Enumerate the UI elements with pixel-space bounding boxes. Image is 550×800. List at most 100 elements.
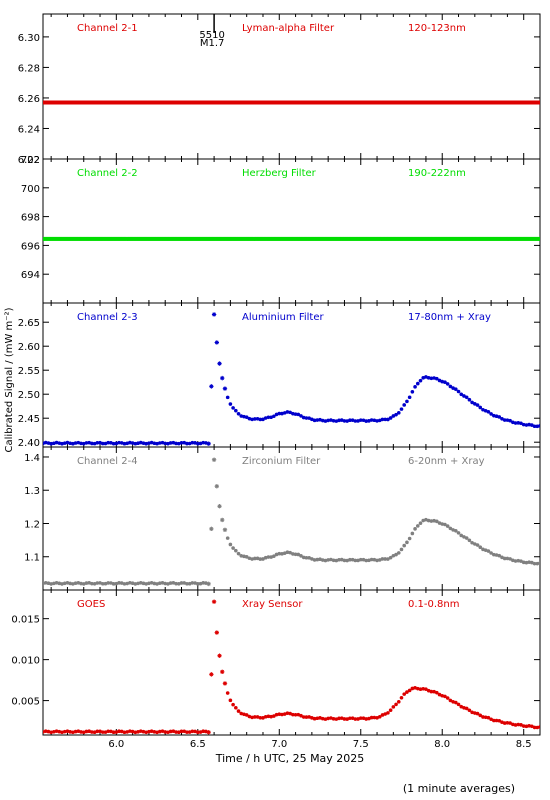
data-point — [432, 518, 436, 523]
data-point — [315, 418, 320, 422]
data-point — [87, 581, 91, 585]
data-point — [375, 558, 379, 563]
data-point — [242, 414, 246, 419]
y-tick-label: 700 — [21, 184, 40, 195]
data-point — [193, 441, 197, 445]
data-point — [266, 555, 271, 559]
data-point — [46, 581, 51, 586]
data-point — [413, 385, 417, 389]
data-point — [122, 441, 127, 446]
data-point — [263, 714, 268, 719]
data-point — [231, 546, 235, 550]
flare-class-label: M1.7 — [200, 38, 225, 49]
data-point — [253, 715, 257, 719]
data-point — [383, 417, 387, 422]
data-point — [98, 440, 102, 445]
data-point — [144, 730, 149, 735]
data-point — [46, 441, 51, 445]
data-point — [130, 729, 135, 734]
data-point — [402, 692, 407, 696]
data-point — [206, 730, 211, 735]
data-point — [152, 581, 157, 586]
data-point — [432, 376, 436, 380]
data-point — [269, 714, 273, 719]
data-point — [532, 424, 537, 429]
data-point — [43, 581, 48, 585]
data-point — [255, 556, 260, 561]
data-point — [513, 559, 518, 563]
data-point — [81, 582, 86, 586]
data-point — [350, 557, 355, 562]
data-point — [100, 581, 105, 586]
data-point — [489, 412, 493, 416]
data-point — [323, 419, 328, 423]
data-point — [521, 422, 526, 427]
data-point — [451, 528, 455, 532]
data-point — [372, 715, 377, 720]
data-point — [421, 376, 426, 380]
data-point — [418, 378, 423, 383]
data-point — [193, 581, 197, 585]
data-point — [206, 441, 211, 446]
data-point — [65, 580, 70, 585]
data-point — [174, 730, 178, 734]
data-point — [377, 558, 382, 562]
panel-2: 694 696 698 700 702 Channel 2-2 Herzberg Filte… — [21, 155, 541, 304]
data-point — [144, 441, 149, 446]
data-point — [211, 457, 217, 462]
panel-5: 0.005 0.010 0.015 GOES Xray Sensor 0.1-0.8nm — [11, 589, 541, 736]
data-point — [451, 699, 455, 704]
y-tick-label: 696 — [21, 241, 40, 252]
data-point — [377, 418, 382, 423]
data-point — [277, 411, 282, 416]
data-point — [497, 718, 502, 723]
data-point — [60, 582, 64, 586]
x-tick-label: 6.0 — [108, 739, 124, 750]
data-point — [524, 724, 529, 729]
data-point — [76, 581, 81, 585]
data-point — [467, 708, 472, 713]
data-point — [329, 716, 333, 720]
data-point — [470, 400, 474, 405]
data-point — [339, 716, 344, 720]
data-point — [266, 714, 271, 719]
data-point — [323, 717, 328, 721]
channel-label: Channel 2-4 — [77, 456, 138, 467]
data-point — [95, 581, 100, 585]
data-point — [138, 729, 143, 733]
data-point — [209, 384, 214, 389]
data-point — [217, 504, 222, 509]
data-point — [399, 407, 404, 411]
data-point — [326, 418, 330, 423]
data-point — [147, 441, 151, 445]
data-point — [413, 527, 417, 531]
data-point — [386, 417, 390, 422]
data-point — [182, 729, 187, 734]
data-point — [407, 395, 412, 400]
data-point — [149, 580, 154, 585]
data-point — [244, 713, 249, 717]
data-point — [454, 387, 458, 392]
data-point — [456, 389, 461, 394]
data-point — [198, 581, 203, 586]
data-point — [348, 716, 352, 721]
data-point — [470, 540, 474, 545]
data-point — [71, 441, 75, 446]
data-point — [166, 441, 170, 446]
data-point — [437, 692, 442, 697]
data-point — [198, 441, 203, 446]
data-point — [255, 715, 260, 719]
data-point — [483, 548, 488, 552]
y-tick-label: 6.24 — [18, 124, 40, 135]
data-point — [128, 580, 132, 585]
data-point — [258, 715, 263, 720]
data-point — [418, 687, 423, 691]
data-point — [521, 724, 526, 728]
data-point — [185, 441, 189, 446]
data-point — [530, 724, 534, 729]
data-point — [293, 712, 298, 717]
data-point — [377, 714, 382, 719]
data-point — [52, 730, 56, 734]
data-point — [440, 379, 445, 384]
